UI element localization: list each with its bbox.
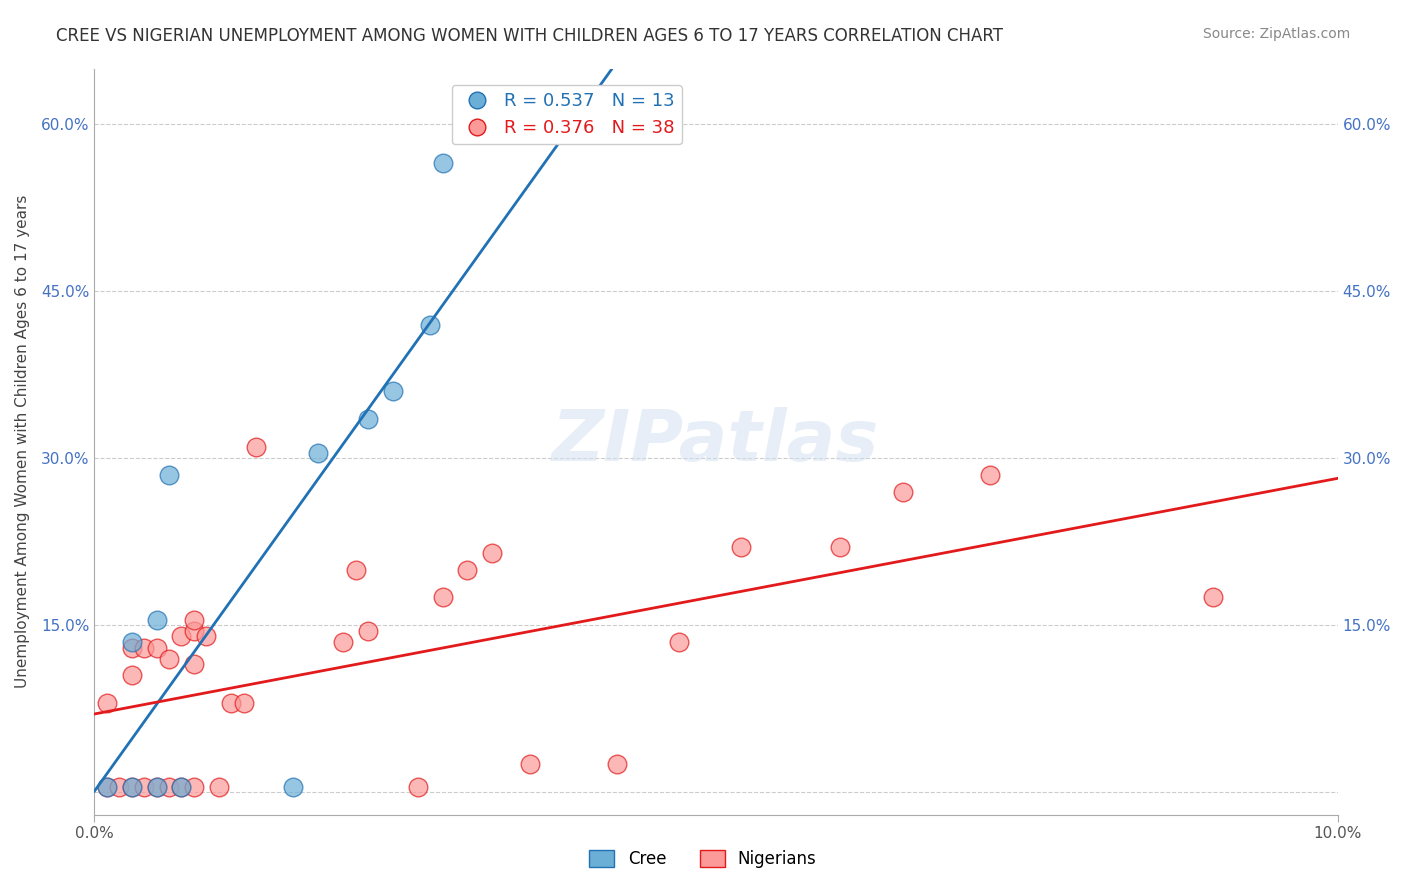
Point — [145, 780, 167, 794]
Point — [1202, 591, 1225, 605]
Y-axis label: Unemployment Among Women with Children Ages 6 to 17 years: Unemployment Among Women with Children A… — [15, 194, 30, 689]
Point — [432, 591, 454, 605]
Point — [232, 696, 254, 710]
Text: CREE VS NIGERIAN UNEMPLOYMENT AMONG WOMEN WITH CHILDREN AGES 6 TO 17 YEARS CORRE: CREE VS NIGERIAN UNEMPLOYMENT AMONG WOME… — [56, 27, 1004, 45]
Point — [357, 412, 380, 426]
Point — [170, 780, 193, 794]
Point — [183, 780, 205, 794]
Point — [134, 640, 156, 655]
Point — [96, 696, 118, 710]
Point — [121, 668, 143, 682]
Point — [121, 780, 143, 794]
Point — [170, 629, 193, 643]
Point — [96, 780, 118, 794]
Point — [157, 467, 180, 482]
Point — [183, 613, 205, 627]
Point — [419, 318, 441, 332]
Point — [432, 156, 454, 170]
Point — [145, 640, 167, 655]
Point — [121, 780, 143, 794]
Point — [979, 467, 1001, 482]
Point — [381, 384, 404, 399]
Point — [406, 780, 429, 794]
Point — [157, 780, 180, 794]
Point — [357, 624, 380, 638]
Point — [891, 484, 914, 499]
Point — [195, 629, 218, 643]
Point — [456, 563, 478, 577]
Text: Source: ZipAtlas.com: Source: ZipAtlas.com — [1202, 27, 1350, 41]
Point — [519, 757, 541, 772]
Point — [145, 613, 167, 627]
Point — [145, 780, 167, 794]
Point — [121, 635, 143, 649]
Point — [668, 635, 690, 649]
Point — [307, 445, 329, 459]
Text: ZIPatlas: ZIPatlas — [553, 407, 880, 476]
Point — [219, 696, 242, 710]
Point — [183, 624, 205, 638]
Point — [121, 640, 143, 655]
Point — [344, 563, 367, 577]
Point — [208, 780, 231, 794]
Legend: R = 0.537   N = 13, R = 0.376   N = 38: R = 0.537 N = 13, R = 0.376 N = 38 — [451, 85, 682, 145]
Point — [183, 657, 205, 672]
Point — [730, 541, 752, 555]
Point — [245, 440, 267, 454]
Point — [170, 780, 193, 794]
Point — [108, 780, 131, 794]
Point — [134, 780, 156, 794]
Point — [283, 780, 305, 794]
Point — [481, 546, 503, 560]
Point — [96, 780, 118, 794]
Point — [157, 651, 180, 665]
Point — [606, 757, 628, 772]
Legend: Cree, Nigerians: Cree, Nigerians — [582, 843, 824, 875]
Point — [332, 635, 354, 649]
Point — [830, 541, 852, 555]
